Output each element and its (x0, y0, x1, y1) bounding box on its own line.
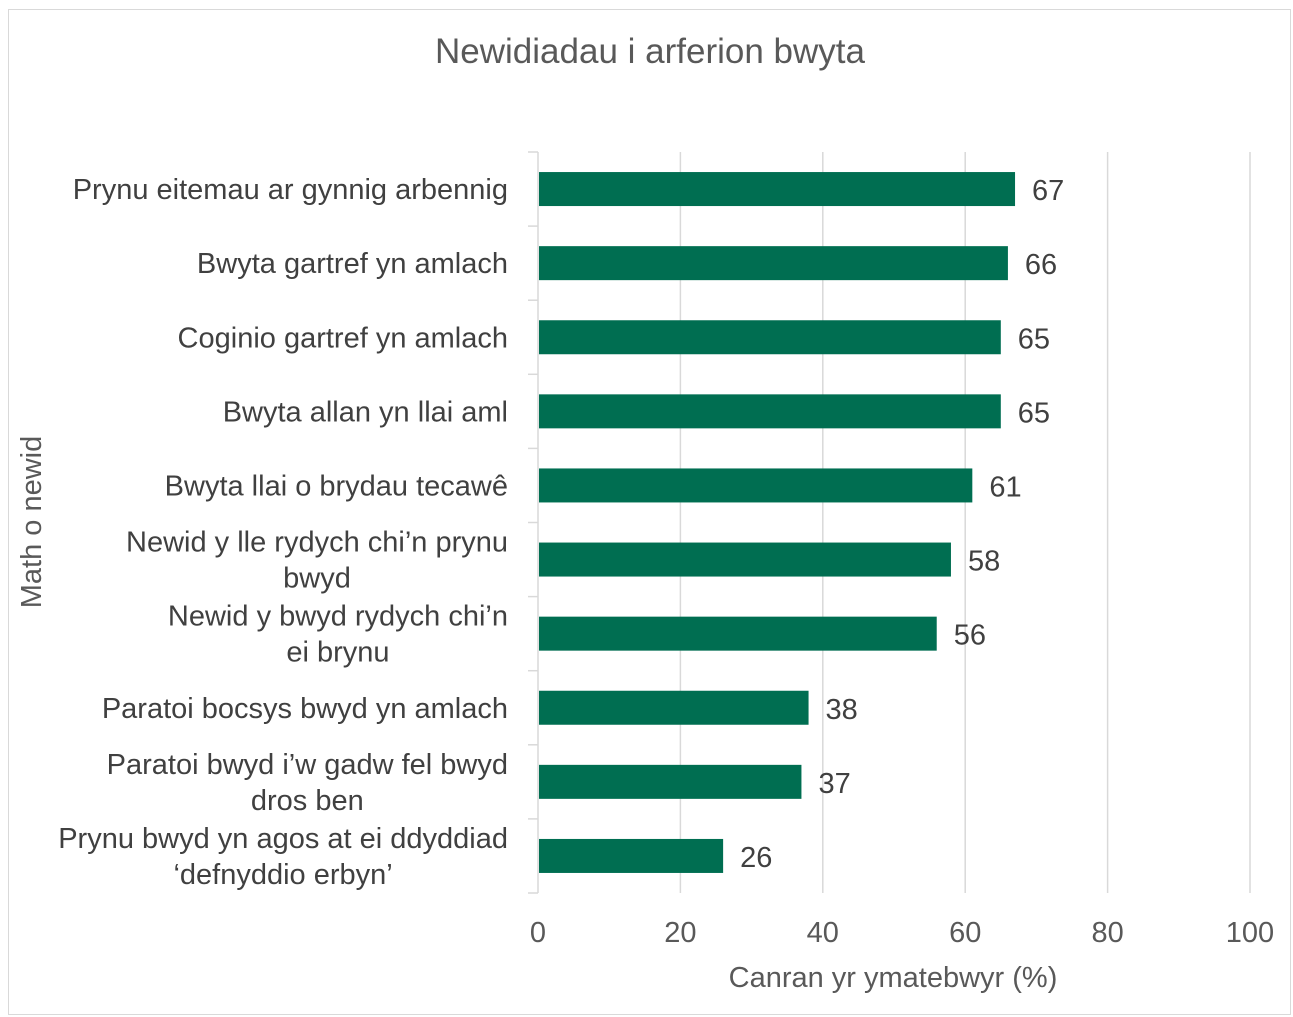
data-label: 65 (1018, 323, 1050, 355)
y-axis-title: Math o newid (16, 436, 48, 609)
category-label: Newid y bwyd rydych chi’n ei brynu (168, 601, 508, 669)
category-label: Bwyta allan yn llai aml (223, 396, 508, 428)
category-label: Prynu eitemau ar gynnig arbennig (73, 174, 508, 206)
bar (539, 394, 1001, 429)
data-label: 66 (1025, 249, 1057, 281)
bar (539, 690, 809, 725)
category-label: Prynu bwyd yn agos at ei ddyddiad ‘defnyd… (58, 823, 508, 891)
bar (539, 616, 937, 651)
category-label-line: Paratoi bwyd i’w gadw fel bwyd (107, 749, 508, 781)
category-label: Coginio gartref yn amlach (178, 322, 508, 354)
category-label-line: Coginio gartref yn amlach (178, 322, 508, 354)
category-label-line: Bwyta allan yn llai aml (223, 396, 508, 428)
data-label: 67 (1032, 175, 1064, 207)
x-tick-label: 60 (949, 917, 981, 949)
bar (539, 838, 724, 873)
data-label: 58 (968, 546, 1000, 578)
data-label: 61 (989, 471, 1021, 503)
category-label-line: Newid y lle rydych chi’n prynu (126, 527, 508, 559)
bar (539, 246, 1008, 281)
category-label: Newid y lle rydych chi’n prynu bwyd (126, 527, 508, 595)
x-axis-title: Canran yr ymatebwyr (%) (729, 962, 1058, 994)
bars (539, 172, 1016, 873)
data-label: 26 (740, 842, 772, 874)
data-labels: 67 66 65 65 61 58 56 38 37 26 (740, 175, 1064, 874)
category-label: Paratoi bocsys bwyd yn amlach (102, 693, 508, 725)
bar (539, 172, 1016, 207)
category-label-line: ei brynu (286, 637, 389, 669)
x-tick-label: 80 (1091, 917, 1123, 949)
category-label-line: Prynu bwyd yn agos at ei ddyddiad (58, 823, 508, 855)
category-label-line: dros ben (251, 785, 364, 817)
data-label: 37 (818, 768, 850, 800)
category-label-line: Newid y bwyd rydych chi’n (168, 601, 508, 633)
category-labels: Prynu eitemau ar gynnig arbennig Bwyta ga… (58, 174, 508, 891)
chart-title: Newidiadau i arferion bwyta (435, 32, 865, 71)
bar (539, 764, 802, 799)
x-tick-label: 0 (530, 917, 546, 949)
bar (539, 542, 951, 577)
bar (539, 320, 1001, 355)
bar (539, 468, 973, 503)
category-label-line: Bwyta llai o brydau tecawê (165, 470, 508, 502)
category-label: Paratoi bwyd i’w gadw fel bwyd dros ben (107, 749, 508, 817)
data-label: 65 (1018, 397, 1050, 429)
data-label: 56 (954, 620, 986, 652)
x-tick-label: 40 (807, 917, 839, 949)
category-label-line: ‘defnyddio erbyn’ (173, 859, 392, 891)
x-tick-label: 20 (664, 917, 696, 949)
category-label: Bwyta gartref yn amlach (197, 248, 508, 280)
category-label-line: Prynu eitemau ar gynnig arbennig (73, 174, 508, 206)
category-label-line: Paratoi bocsys bwyd yn amlach (102, 693, 508, 725)
x-tick-labels: 0 20 40 60 80 100 (530, 917, 1274, 949)
category-label: Bwyta llai o brydau tecawê (165, 470, 508, 502)
x-tick-label: 100 (1226, 917, 1274, 949)
category-label-line: Bwyta gartref yn amlach (197, 248, 508, 280)
data-label: 38 (826, 694, 858, 726)
category-label-line: bwyd (283, 563, 351, 595)
